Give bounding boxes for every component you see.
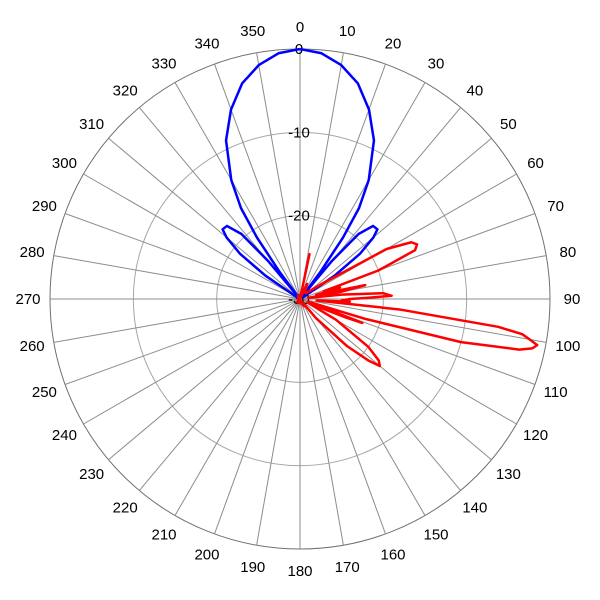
angle-tick-label: 340 [194, 35, 219, 52]
grid-spoke [299, 298, 386, 535]
grid-spoke [214, 63, 301, 300]
angle-tick-label: 250 [32, 384, 57, 401]
angle-tick-label: 270 [15, 291, 40, 308]
grid-spoke [299, 298, 426, 516]
angle-tick-label: 310 [79, 116, 104, 133]
angle-tick-label: 190 [240, 559, 265, 576]
grid-spoke [299, 82, 426, 300]
angle-tick-label: 160 [381, 547, 406, 564]
angle-tick-label: 180 [287, 563, 312, 580]
grid-spoke [299, 137, 492, 300]
angle-tick-label: 320 [113, 83, 138, 100]
angle-tick-label: 50 [500, 116, 517, 133]
grid-spoke [299, 298, 462, 491]
grid-spoke [299, 63, 386, 300]
angle-tick-label: 230 [79, 466, 104, 483]
grid-spoke [83, 298, 301, 425]
grid-spoke [138, 298, 301, 491]
series-traces [221, 47, 539, 368]
angle-tick-label: 110 [544, 384, 568, 401]
angle-tick-label: 150 [423, 527, 448, 544]
grid-spoke [53, 298, 301, 343]
radial-tick-label: -20 [288, 208, 310, 225]
angle-tick-label: 350 [240, 23, 265, 40]
grid-spoke [299, 173, 517, 300]
angle-tick-labels: 0 10 20 30 40 50 60 70 80 90 100 110 120 130 140 150 160… [15, 19, 580, 580]
grid-spoke [83, 173, 301, 300]
grid-spoke [108, 137, 301, 300]
grid-spoke [53, 255, 301, 300]
angle-tick-label: 280 [20, 244, 45, 261]
angle-tick-label: 100 [555, 338, 580, 355]
angle-tick-label: 260 [20, 338, 45, 355]
grid-spoke [299, 298, 492, 461]
grid-spoke [256, 298, 301, 546]
angle-tick-label: 240 [52, 427, 77, 444]
grid-spoke [299, 298, 547, 343]
angle-tick-label: 220 [113, 499, 138, 516]
grid-spoke [64, 298, 301, 385]
grid-spoke [174, 298, 301, 516]
radial-tick-label: -10 [288, 124, 310, 141]
angle-tick-label: 30 [428, 55, 445, 72]
grid-spoke [256, 52, 301, 300]
grid-spoke [299, 298, 344, 546]
angle-tick-label: 90 [564, 291, 581, 308]
angle-tick-label: 130 [496, 466, 521, 483]
grid-spoke [214, 298, 301, 535]
angle-tick-label: 200 [194, 547, 219, 564]
angle-tick-label: 140 [462, 499, 487, 516]
angle-tick-label: 0 [296, 19, 304, 36]
angle-tick-label: 80 [560, 244, 577, 261]
angle-tick-label: 290 [32, 198, 57, 215]
angle-tick-label: 20 [385, 35, 402, 52]
grid-spoke [108, 298, 301, 461]
angle-tick-label: 300 [52, 155, 77, 172]
grid-spoke [299, 52, 344, 300]
grid-spoke [174, 82, 301, 300]
series-trace-2 [296, 241, 539, 368]
angle-tick-label: 210 [151, 527, 176, 544]
grid-spoke [64, 213, 301, 300]
angle-tick-label: 120 [523, 427, 548, 444]
angle-tick-label: 70 [547, 198, 564, 215]
angle-tick-label: 10 [339, 23, 356, 40]
angle-tick-label: 60 [527, 155, 544, 172]
angle-tick-label: 170 [335, 559, 360, 576]
angle-tick-label: 330 [151, 55, 176, 72]
angle-tick-label: 40 [466, 83, 483, 100]
